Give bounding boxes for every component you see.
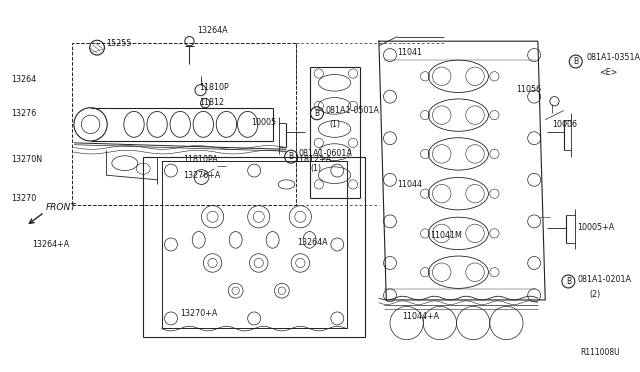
Text: (2): (2) — [589, 290, 601, 299]
Text: 13264A: 13264A — [298, 238, 328, 247]
Text: 081A1-0351A: 081A1-0351A — [587, 53, 640, 62]
Text: 081A1-0601A: 081A1-0601A — [298, 150, 353, 158]
Text: 10005+A: 10005+A — [577, 223, 615, 232]
Text: 15255: 15255 — [106, 39, 132, 48]
Text: 11810P: 11810P — [198, 83, 228, 92]
Text: 13264+A: 13264+A — [33, 240, 70, 249]
Text: (1): (1) — [310, 164, 322, 173]
Text: 11812+A: 11812+A — [294, 155, 331, 164]
Text: 11056: 11056 — [516, 85, 541, 94]
Text: 13276: 13276 — [11, 109, 36, 118]
Text: 081A1-0501A: 081A1-0501A — [325, 106, 380, 115]
Text: B: B — [289, 152, 294, 161]
Bar — [72, 43, 296, 205]
Text: (1): (1) — [329, 120, 340, 129]
Text: <E>: <E> — [599, 68, 618, 77]
Text: 13270N: 13270N — [11, 155, 42, 164]
Bar — [143, 157, 365, 337]
Text: 13270+A: 13270+A — [180, 309, 218, 318]
Text: 10006: 10006 — [552, 120, 578, 129]
Text: 11044: 11044 — [397, 180, 422, 189]
Text: 11812: 11812 — [198, 98, 224, 107]
Text: R111008U: R111008U — [580, 348, 620, 357]
Text: 11041: 11041 — [397, 48, 422, 57]
Text: 13264A: 13264A — [197, 26, 227, 35]
Text: 13264: 13264 — [11, 76, 36, 84]
Text: 10005: 10005 — [252, 118, 276, 127]
Text: B: B — [314, 109, 319, 118]
Text: 11810PA: 11810PA — [183, 155, 218, 164]
Text: 13276+A: 13276+A — [183, 171, 220, 180]
Text: 081A1-0201A: 081A1-0201A — [577, 275, 632, 284]
Text: B: B — [566, 277, 571, 286]
Text: FRONT: FRONT — [46, 203, 77, 212]
Text: 11041M: 11041M — [429, 231, 461, 240]
Text: B: B — [573, 57, 579, 66]
Text: 13270: 13270 — [11, 194, 36, 203]
Text: 11044+A: 11044+A — [402, 312, 439, 321]
